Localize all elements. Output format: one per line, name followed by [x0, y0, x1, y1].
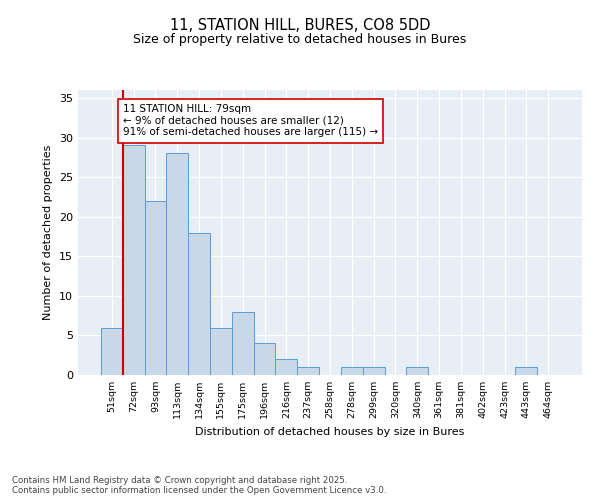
Bar: [515, 367, 537, 375]
Bar: [123, 146, 145, 375]
Bar: [275, 359, 297, 375]
Text: Size of property relative to detached houses in Bures: Size of property relative to detached ho…: [133, 32, 467, 46]
Bar: [232, 312, 254, 375]
Bar: [145, 201, 166, 375]
Bar: [363, 367, 385, 375]
Y-axis label: Number of detached properties: Number of detached properties: [43, 145, 53, 320]
Bar: [101, 328, 123, 375]
Text: 11 STATION HILL: 79sqm
← 9% of detached houses are smaller (12)
91% of semi-deta: 11 STATION HILL: 79sqm ← 9% of detached …: [123, 104, 378, 138]
Bar: [297, 367, 319, 375]
Text: Contains HM Land Registry data © Crown copyright and database right 2025.
Contai: Contains HM Land Registry data © Crown c…: [12, 476, 386, 495]
Bar: [341, 367, 363, 375]
Bar: [166, 154, 188, 375]
X-axis label: Distribution of detached houses by size in Bures: Distribution of detached houses by size …: [196, 426, 464, 436]
Bar: [210, 328, 232, 375]
Bar: [254, 344, 275, 375]
Bar: [406, 367, 428, 375]
Bar: [188, 232, 210, 375]
Text: 11, STATION HILL, BURES, CO8 5DD: 11, STATION HILL, BURES, CO8 5DD: [170, 18, 430, 32]
